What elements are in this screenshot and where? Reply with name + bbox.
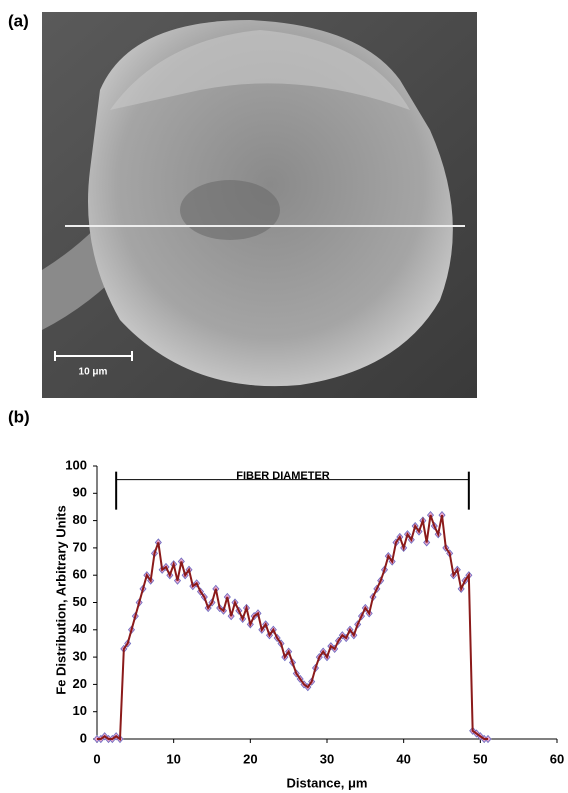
y-tick-label: 10 (73, 703, 87, 718)
y-tick-label: 60 (73, 567, 87, 582)
x-axis-title: Distance, μm (287, 775, 368, 790)
x-tick-label: 60 (550, 751, 564, 766)
x-tick-label: 10 (166, 751, 180, 766)
y-tick-label: 20 (73, 676, 87, 691)
x-tick-label: 40 (396, 751, 410, 766)
y-tick-label: 50 (73, 594, 87, 609)
scale-bar-label: 10 μm (79, 367, 108, 378)
y-tick-label: 70 (73, 539, 87, 554)
x-tick-label: 30 (320, 751, 334, 766)
panel-label: (b) (8, 407, 30, 426)
y-tick-label: 30 (73, 649, 87, 664)
x-tick-label: 20 (243, 751, 257, 766)
y-tick-label: 0 (80, 730, 87, 745)
sem-image: 10 μm (42, 12, 477, 398)
y-axis-title: Fe Distribution, Arbitrary Units (53, 505, 68, 694)
data-line (97, 514, 488, 741)
y-tick-label: 40 (73, 621, 87, 636)
x-tick-label: 50 (473, 751, 487, 766)
panel-label: (a) (8, 11, 29, 30)
y-tick-label: 80 (73, 512, 87, 527)
x-tick-label: 0 (93, 751, 100, 766)
y-tick-label: 100 (65, 457, 87, 472)
y-tick-label: 90 (73, 485, 87, 500)
annotation: FIBER DIAMETER (236, 470, 330, 482)
